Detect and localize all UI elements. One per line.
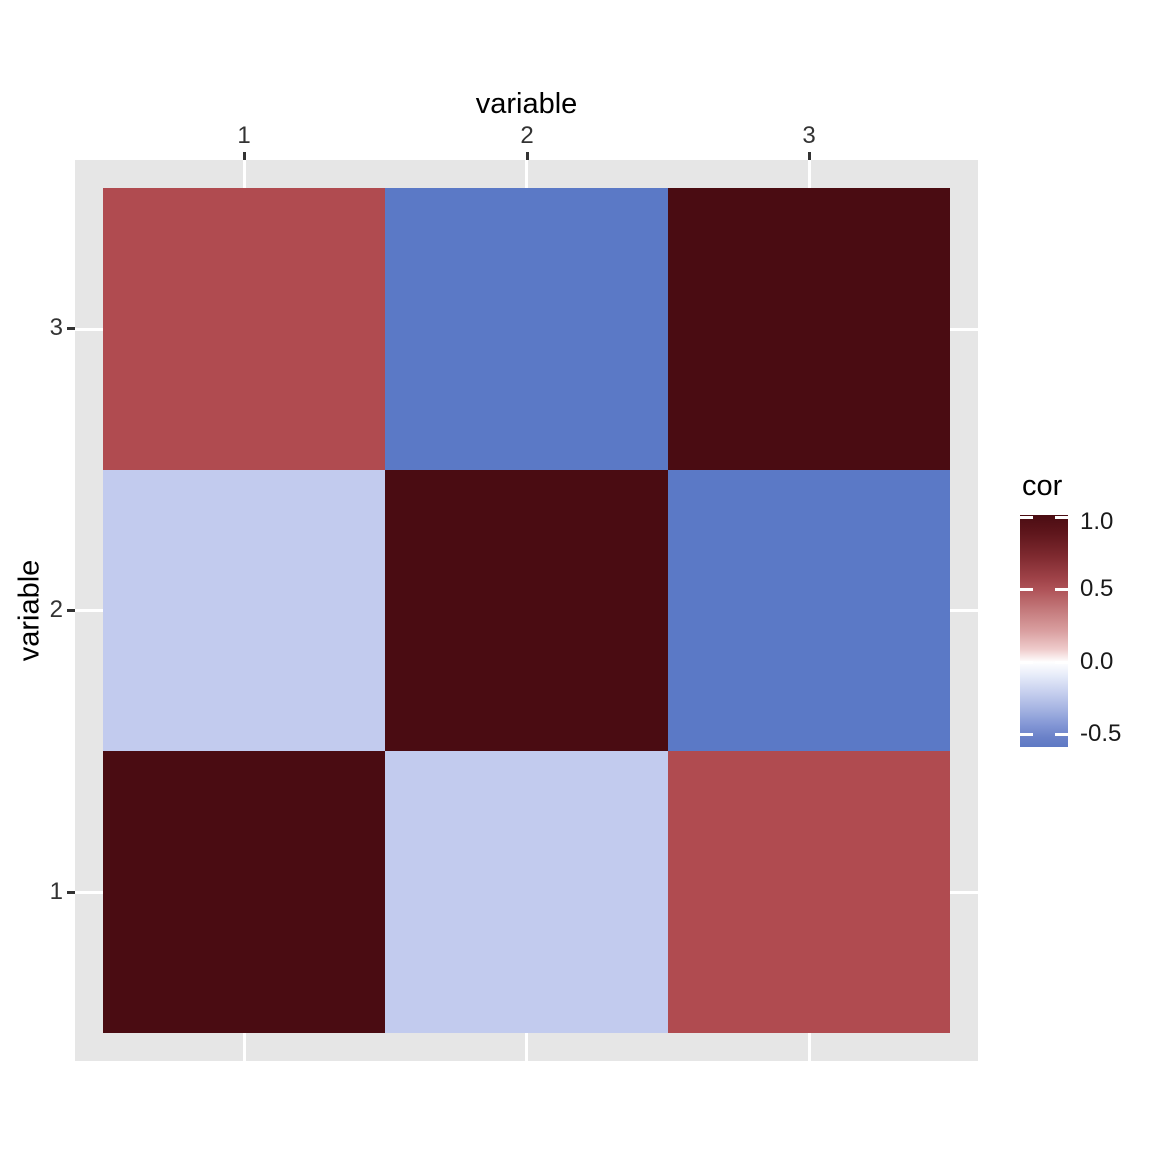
legend-tick-mark-1.0 — [1055, 516, 1068, 519]
x-tick-mark — [807, 152, 811, 160]
legend-tick-label-1.0: 1.0 — [1080, 508, 1114, 535]
legend-tick-mark-0.5 — [1055, 588, 1068, 591]
legend-tick-mark-0.0 — [1055, 661, 1068, 664]
heatmap-cell-x1-y1 — [103, 751, 386, 1033]
plot-panel — [75, 160, 978, 1061]
x-tick-mark — [242, 152, 246, 160]
x-tick-label-3: 3 — [802, 122, 816, 149]
x-tick-label-2: 2 — [520, 122, 534, 149]
legend-tick-mark--0.5 — [1055, 733, 1068, 736]
y-tick-label-2: 2 — [49, 596, 63, 623]
legend-tick-mark-0.0 — [1020, 661, 1033, 664]
y-tick-label-3: 3 — [49, 314, 63, 341]
heatmap-cell-x3-y2 — [667, 469, 950, 752]
y-tick-label-1: 1 — [49, 878, 63, 905]
heatmap-cell-x1-y3 — [103, 188, 386, 470]
legend-colorbar — [1020, 515, 1068, 747]
legend-tick-label-0.5: 0.5 — [1080, 575, 1114, 602]
x-axis-title: variable — [475, 88, 578, 120]
heatmap-cell-x3-y1 — [667, 751, 950, 1033]
x-tick-mark — [525, 152, 529, 160]
legend-tick-mark-0.5 — [1020, 588, 1033, 591]
y-tick-mark — [67, 890, 75, 894]
heatmap-cell-x2-y1 — [385, 751, 668, 1033]
y-tick-mark — [67, 608, 75, 612]
heatmap-cell-x3-y3 — [667, 188, 950, 470]
heatmap-cell-x1-y2 — [103, 469, 386, 752]
legend-title: cor — [1022, 470, 1063, 502]
legend-tick-label--0.5: -0.5 — [1080, 720, 1122, 747]
x-tick-label-1: 1 — [237, 122, 251, 149]
legend: cor 1.0 0.5 0.0 -0.5 — [1005, 460, 1152, 780]
heatmap-grid — [103, 188, 950, 1033]
legend-tick-mark-1.0 — [1020, 516, 1033, 519]
y-tick-mark — [67, 326, 75, 330]
heatmap-cell-x2-y2 — [385, 469, 668, 752]
heatmap-cell-x2-y3 — [385, 188, 668, 470]
legend-tick-label-0.0: 0.0 — [1080, 648, 1114, 675]
legend-tick-mark--0.5 — [1020, 733, 1033, 736]
